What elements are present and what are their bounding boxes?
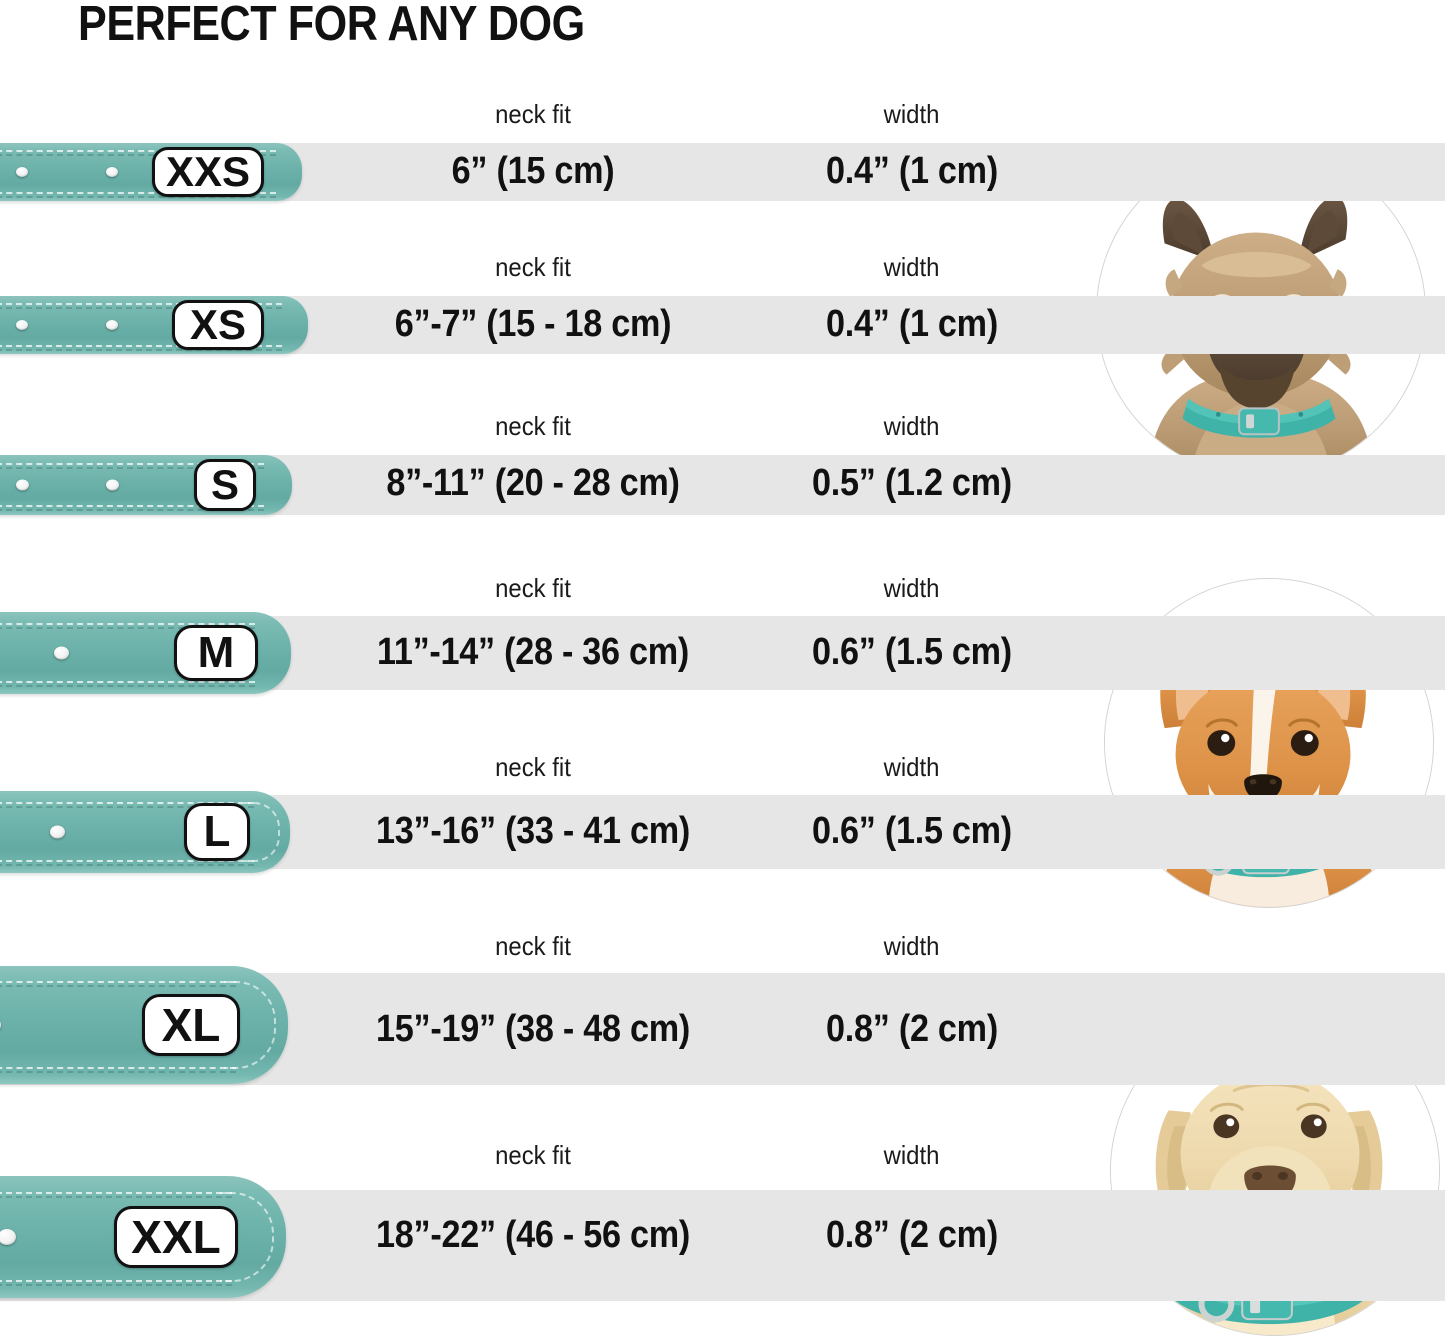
width-value: 0.6” (1.5 cm) [812, 810, 1012, 852]
collar-graphic-xxs: XXS [0, 143, 302, 201]
size-badge-s: S [194, 459, 256, 511]
column-header-neck-fit: neck fit [495, 931, 571, 961]
column-header-width: width [883, 252, 940, 282]
size-badge-m: M [174, 625, 258, 681]
collar-stitch-bottom [0, 505, 264, 511]
neck-fit-value: 15”-19” (38 - 48 cm) [376, 1008, 690, 1050]
collar-graphic-l: L [0, 791, 290, 873]
size-badge-xxl: XXL [114, 1206, 238, 1268]
neck-fit-value: 6”-7” (15 - 18 cm) [394, 303, 672, 345]
size-badge-label: S [210, 461, 239, 508]
collar-eyelet [54, 646, 69, 660]
size-badge-l: L [184, 803, 250, 861]
column-header-width: width [883, 99, 940, 129]
width-value: 0.4” (1 cm) [826, 150, 998, 192]
size-badge-label: XXL [131, 1211, 221, 1263]
collar-stitch-bottom [0, 1280, 232, 1286]
column-header-width: width [883, 1140, 940, 1170]
neck-fit-value: 13”-16” (33 - 41 cm) [376, 810, 690, 852]
collar-eyelet [50, 825, 65, 839]
collar-eyelet [106, 320, 118, 330]
collar-eyelet [0, 1229, 16, 1245]
width-value: 0.5” (1.2 cm) [812, 462, 1012, 504]
collar-graphic-xs: XS [0, 296, 308, 354]
collar-eyelet [16, 320, 28, 330]
collar-stitch-top [0, 1192, 232, 1198]
neck-fit-value: 8”-11” (20 - 28 cm) [386, 462, 680, 504]
column-header-neck-fit: neck fit [495, 573, 571, 603]
size-badge-label: L [203, 807, 231, 856]
neck-fit-value: 11”-14” (28 - 36 cm) [376, 631, 690, 673]
collar-stitch-top [0, 623, 255, 629]
collar-graphic-m: M [0, 612, 291, 694]
column-header-neck-fit: neck fit [495, 1140, 571, 1170]
collar-stitch-bottom [0, 345, 282, 351]
size-badge-xl: XL [142, 994, 240, 1056]
collar-eyelet [0, 1017, 1, 1033]
collar-stitch-top [0, 981, 236, 987]
collar-stitch-top [0, 303, 282, 309]
column-header-width: width [883, 411, 940, 441]
collar-stitch-top [0, 150, 276, 156]
size-badge-label: XL [161, 999, 221, 1051]
size-badge-xxs: XXS [152, 147, 264, 197]
size-badge-label: M [197, 628, 235, 677]
collar-graphic-xl: XL [0, 966, 288, 1084]
collar-eyelet [106, 479, 119, 491]
neck-fit-value: 6” (15 cm) [451, 150, 615, 192]
size-badge-label: XXS [165, 148, 251, 195]
collar-stitch-top [0, 802, 254, 808]
width-value: 0.4” (1 cm) [826, 303, 998, 345]
collar-eyelet [16, 479, 29, 491]
collar-stitch-bottom [0, 192, 276, 198]
collar-graphic-xxl: XXL [0, 1176, 286, 1298]
column-header-width: width [883, 752, 940, 782]
neck-fit-value: 18”-22” (46 - 56 cm) [376, 1214, 690, 1256]
collar-eyelet [106, 167, 118, 177]
width-value: 0.8” (2 cm) [826, 1008, 998, 1050]
collar-stitch-bottom [0, 860, 254, 866]
column-header-width: width [883, 573, 940, 603]
collar-graphic-s: S [0, 455, 292, 515]
width-value: 0.8” (2 cm) [826, 1214, 998, 1256]
collar-stitch-top [0, 463, 264, 469]
size-badge-label: XS [189, 301, 247, 348]
size-badge-xs: XS [172, 300, 264, 350]
column-header-width: width [883, 931, 940, 961]
width-value: 0.6” (1.5 cm) [812, 631, 1012, 673]
column-header-neck-fit: neck fit [495, 252, 571, 282]
column-header-neck-fit: neck fit [495, 752, 571, 782]
column-header-neck-fit: neck fit [495, 99, 571, 129]
collar-eyelet [16, 167, 28, 177]
column-header-neck-fit: neck fit [495, 411, 571, 441]
collar-stitch-bottom [0, 1067, 236, 1073]
collar-stitch-bottom [0, 681, 255, 687]
page-title: PERFECT FOR ANY DOG [78, 0, 585, 51]
